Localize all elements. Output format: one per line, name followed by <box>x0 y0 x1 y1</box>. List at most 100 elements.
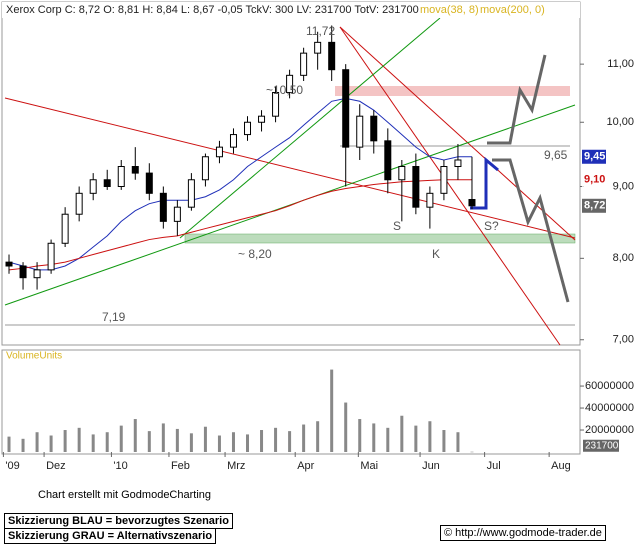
candle-body <box>229 134 237 148</box>
candle-body <box>328 41 336 71</box>
volume-bar <box>7 436 11 452</box>
volume-bar <box>260 430 264 452</box>
x-tick-label: Mrz <box>227 460 245 472</box>
legend-entry: mova(200, 0) <box>480 4 545 16</box>
y-tick-label: 60000000 <box>585 380 634 392</box>
volume-value-label: 231700 <box>585 440 619 451</box>
y-tick-label: 20000000 <box>585 424 634 436</box>
gray-scenario <box>487 54 547 145</box>
credit: Chart erstellt mit GodmodeCharting <box>38 489 212 501</box>
x-tick-label: Jun <box>422 460 440 472</box>
candle-body <box>33 269 41 279</box>
volume-bar <box>246 434 250 452</box>
price-badge <box>582 198 606 213</box>
volume-panel <box>1 349 581 455</box>
volume-bar <box>21 438 25 452</box>
volume-bar <box>91 434 95 452</box>
trend-line <box>4 104 576 306</box>
candle-body <box>103 179 111 188</box>
volume-bar <box>414 425 418 452</box>
volume-bar <box>302 424 306 452</box>
candle-body <box>201 156 209 181</box>
volume-bar <box>189 433 193 452</box>
y-tick-label: 10,00 <box>606 116 634 128</box>
volume-bar <box>231 432 235 452</box>
annotation: 11,72 <box>306 24 335 38</box>
candle-body <box>131 166 139 174</box>
y-tick-label: 8,00 <box>613 252 634 264</box>
note-blue: Skizzierung BLAU = bevorzugtes Szenario <box>4 513 233 529</box>
blue-scenario <box>470 156 499 210</box>
resistance-zone <box>335 86 570 96</box>
candle-body <box>5 261 13 267</box>
candle-body <box>19 265 27 279</box>
x-tick-label: '09 <box>5 460 19 472</box>
candle-body <box>61 213 69 244</box>
candle-body <box>187 179 195 208</box>
price-panel <box>1 1 581 346</box>
volume-bar <box>133 419 137 452</box>
candle-body <box>440 166 448 194</box>
volume-bar <box>400 415 404 452</box>
annotation: ~ 8,20 <box>238 247 272 261</box>
annotation: K <box>432 247 440 261</box>
volume-bar <box>344 402 348 452</box>
moving-average <box>8 179 472 271</box>
x-tick-label: Mai <box>360 460 378 472</box>
header-bg <box>2 2 580 18</box>
candle-body <box>468 199 476 207</box>
gray-scenario <box>492 158 570 303</box>
candle-body <box>272 92 280 117</box>
volume-bar <box>358 419 362 452</box>
volume-bar <box>288 431 292 452</box>
annotation: 7,19 <box>102 310 126 324</box>
candle-body <box>145 172 153 194</box>
candle-body <box>244 121 252 136</box>
x-tick-label: Jul <box>487 460 501 472</box>
trend-line <box>339 26 561 346</box>
candle-body <box>426 192 434 208</box>
trend-line <box>179 17 441 239</box>
candle-body <box>159 192 167 222</box>
volume-bar <box>203 426 207 452</box>
price-badge <box>582 149 606 164</box>
annotation: S <box>393 219 401 233</box>
volume-bar <box>442 430 446 452</box>
candle-body <box>412 166 420 208</box>
candle-body <box>342 69 350 148</box>
candle-body <box>314 41 322 54</box>
x-tick-label: Dez <box>46 460 66 472</box>
volume-bar <box>470 451 474 453</box>
price-badge <box>582 172 606 187</box>
volume-bar <box>161 423 165 452</box>
price-label: 8,72 <box>584 200 605 212</box>
website-link[interactable]: © http://www.godmode-trader.de <box>440 525 606 541</box>
candle-body <box>384 140 392 181</box>
volume-bar <box>316 421 320 452</box>
volume-bar <box>330 369 334 452</box>
chart: 7,00 8,00 9,00 10,00 11,00 20000000 40000000 60… <box>1 1 634 472</box>
volume-bar <box>77 427 81 452</box>
volume-bar <box>119 425 123 452</box>
chart-title: Xerox Corp C: 8,72 O: 8,81 H: 8,84 L: 8,… <box>6 4 419 16</box>
candle-body <box>454 159 462 168</box>
volume-bar <box>105 432 109 452</box>
candle-body <box>398 166 406 181</box>
candle-body <box>286 74 294 94</box>
y-tick-label: 40000000 <box>585 402 634 414</box>
candle-body <box>370 115 378 142</box>
volume-bar <box>217 435 221 452</box>
x-tick-label: '10 <box>113 460 127 472</box>
price-label: 9,45 <box>584 151 605 163</box>
volume-bar <box>147 431 151 452</box>
y-tick-label: 7,00 <box>613 334 634 346</box>
candle-body <box>356 115 364 148</box>
volume-bar <box>456 432 460 452</box>
volume-bar <box>175 428 179 452</box>
volume-bar <box>274 427 278 452</box>
annotation: S? <box>484 219 499 233</box>
volume-bar <box>63 430 67 452</box>
support-zone <box>184 233 576 244</box>
annotation: 9,65 <box>544 148 568 162</box>
candle-body <box>75 192 83 215</box>
